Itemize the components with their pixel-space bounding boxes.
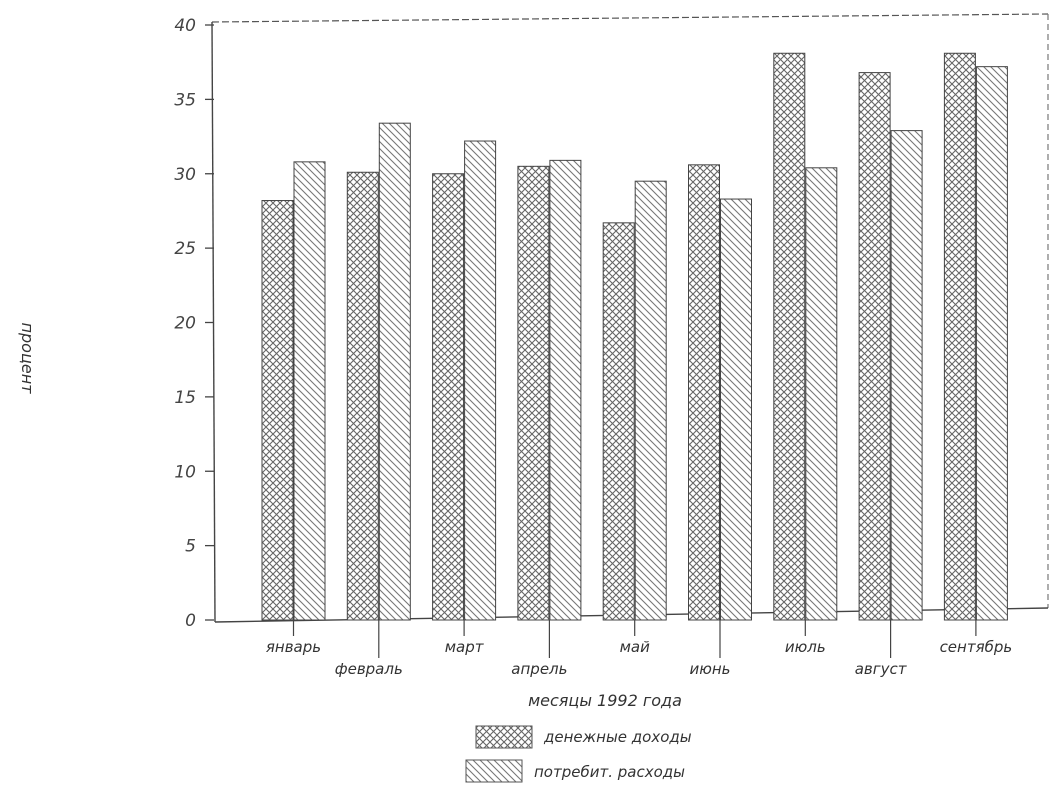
legend: денежные доходы потребит. расходы — [465, 725, 692, 783]
x-tick-label: май — [620, 638, 651, 656]
y-axis-title: процент — [18, 323, 37, 395]
y-tick-label: 30 — [174, 165, 196, 185]
bar-series-1-1 — [346, 171, 379, 621]
x-tick-label: июль — [785, 638, 826, 656]
bar-series-2-8 — [975, 66, 1008, 621]
y-tick-label: 15 — [174, 388, 196, 408]
bar-series-1-6 — [773, 52, 806, 621]
plot-frame-top — [211, 13, 1049, 23]
y-axis-ticks: 0 5 10 15 20 25 30 35 40 — [174, 16, 214, 631]
bar-series-2-2 — [464, 140, 497, 621]
legend-label-series-1: денежные доходы — [543, 728, 692, 746]
bars-group — [261, 52, 1008, 621]
y-tick-label: 35 — [174, 90, 196, 110]
x-tick-label: февраль — [335, 660, 403, 678]
bar-series-1-7 — [858, 72, 891, 621]
y-tick-label: 5 — [185, 537, 196, 557]
bar-series-1-3 — [517, 165, 550, 621]
y-tick-label: 20 — [174, 314, 196, 334]
legend-swatch-series-1 — [475, 725, 533, 749]
legend-swatch-series-2 — [465, 759, 523, 783]
y-tick-label: 10 — [174, 462, 196, 482]
x-axis-title: месяцы 1992 года — [528, 691, 682, 710]
x-axis-ticks: январь февраль март апрель май июнь июль август… — [266, 620, 1012, 678]
bar-series-1-4 — [602, 222, 635, 621]
bar-series-2-5 — [720, 198, 752, 621]
legend-label-series-2: потребит. расходы — [534, 763, 685, 781]
x-tick-label: март — [445, 638, 485, 656]
bar-series-2-7 — [890, 130, 923, 621]
bar-series-1-2 — [432, 173, 465, 621]
bar-series-2-0 — [293, 161, 326, 621]
bar-series-1-5 — [688, 164, 720, 621]
bar-series-1-8 — [943, 52, 976, 621]
x-tick-label: август — [855, 660, 908, 678]
bar-series-2-6 — [805, 167, 838, 621]
bar-series-2-4 — [634, 180, 667, 621]
bar-series-2-3 — [549, 159, 582, 621]
y-tick-label: 0 — [185, 611, 196, 631]
x-tick-label: июнь — [689, 660, 730, 678]
x-tick-label: апрель — [511, 660, 567, 678]
bar-series-1-0 — [261, 200, 294, 621]
bar-series-2-1 — [378, 122, 411, 621]
y-tick-label: 25 — [174, 239, 196, 259]
y-tick-label: 40 — [174, 16, 196, 36]
x-tick-label: январь — [266, 638, 321, 656]
x-tick-label: сентябрь — [940, 638, 1013, 656]
